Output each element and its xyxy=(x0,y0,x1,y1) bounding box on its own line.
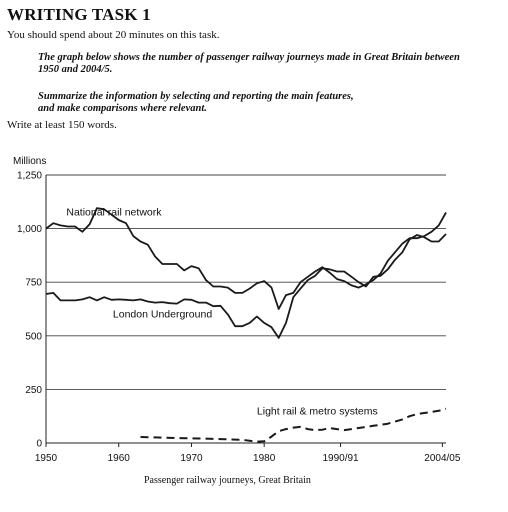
grid-lines xyxy=(46,174,446,390)
x-tick-label: 1990/91 xyxy=(322,453,359,464)
y-tick-label: 1,250 xyxy=(17,171,42,182)
x-tick-label: 1980 xyxy=(253,453,276,464)
series-line xyxy=(45,233,447,339)
y-tick-label: 250 xyxy=(25,385,42,396)
y-tick-labels: 0 250 500 750 1,000 1,250 xyxy=(17,171,42,450)
series-lines xyxy=(45,207,447,443)
y-tick-label: 750 xyxy=(25,278,42,289)
x-tick-label: 1960 xyxy=(108,453,131,464)
y-tick-label: 0 xyxy=(36,439,42,450)
axes xyxy=(45,175,446,447)
x-axis-label: Passenger railway journeys, Great Britai… xyxy=(144,475,311,486)
instruction-line-2: and make comparisons where relevant. xyxy=(38,103,207,114)
y-tick-label: 1,000 xyxy=(17,224,42,235)
task-prompt: The graph below shows the number of pass… xyxy=(38,52,460,75)
word-count-note: Write at least 150 words. xyxy=(7,119,117,131)
task-heading: WRITING TASK 1 xyxy=(7,5,151,24)
time-note: You should spend about 20 minutes on thi… xyxy=(7,29,220,41)
x-tick-label: 1970 xyxy=(180,453,203,464)
y-tick-label: 500 xyxy=(25,331,42,342)
x-tick-label: 2004/05 xyxy=(424,453,461,464)
x-tick-label: 1950 xyxy=(35,453,58,464)
y-axis-label: Millions xyxy=(13,156,46,167)
series-line xyxy=(45,207,447,310)
task-instruction: Summarize the information by selecting a… xyxy=(38,91,468,115)
series-line xyxy=(140,407,447,443)
series-label: National rail network xyxy=(66,207,162,219)
instruction-line-1: Summarize the information by selecting a… xyxy=(38,91,354,102)
series-label: London Underground xyxy=(113,309,212,321)
series-labels: National rail network London Underground L… xyxy=(66,207,377,418)
x-tick-labels: 1950 1960 1970 1980 1990/91 2004/05 xyxy=(35,453,461,464)
series-label: Light rail & metro systems xyxy=(257,405,378,417)
